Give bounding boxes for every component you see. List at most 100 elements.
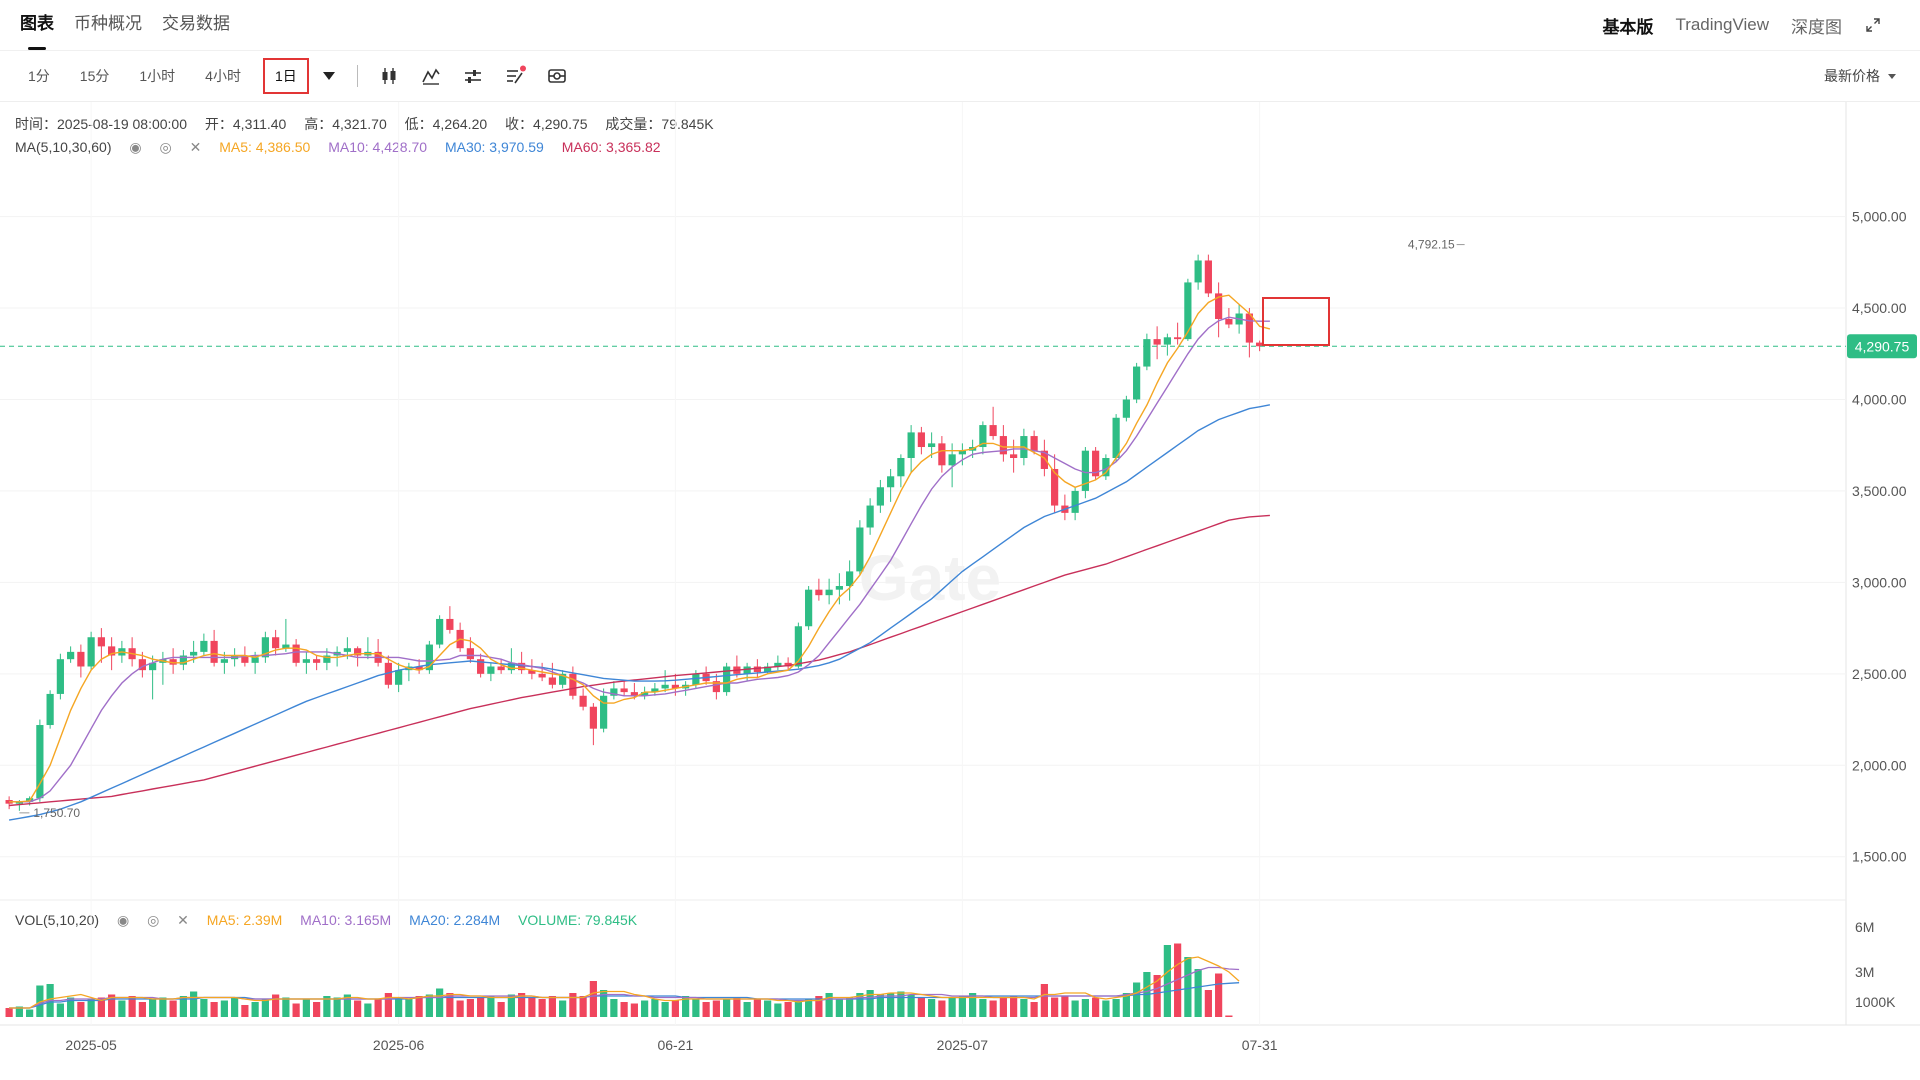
candle-body — [620, 688, 628, 693]
fullscreen-icon[interactable] — [1866, 18, 1880, 32]
candle-body — [1174, 337, 1182, 340]
volume-bar — [1061, 996, 1069, 1017]
candle-body — [200, 640, 208, 652]
candle-body — [220, 659, 228, 663]
candle-body — [661, 684, 669, 689]
volume-bar — [712, 1000, 720, 1017]
price-type-select[interactable]: 最新价格 — [1824, 51, 1896, 101]
candle-body — [138, 659, 146, 671]
volume-bar — [313, 1002, 321, 1017]
volume-bar — [36, 985, 44, 1017]
volume-bar — [415, 996, 423, 1017]
candle-body — [600, 695, 608, 729]
indicators-icon[interactable] — [420, 65, 442, 87]
interval-4h[interactable]: 4小时 — [205, 68, 241, 84]
volume-bar — [210, 1002, 218, 1017]
candle-body — [302, 659, 310, 663]
candle-body — [1071, 490, 1079, 513]
volume-bar — [825, 993, 833, 1017]
volume-bar — [897, 991, 905, 1017]
interval-1h[interactable]: 1小时 — [139, 68, 176, 84]
close-icon[interactable]: ✕ — [189, 139, 202, 155]
view-basic[interactable]: 基本版 — [1602, 17, 1654, 37]
candle-body — [794, 626, 802, 667]
volume-bar — [302, 999, 310, 1017]
candle-body — [1133, 366, 1141, 400]
price-tick-label: 1,500.00 — [1852, 849, 1907, 865]
candlestick-chart[interactable]: 5,000.00 4,500.00 4,000.00 3,500.00 3,000.00… — [0, 102, 1920, 1080]
interval-1m[interactable]: 1分 — [28, 68, 50, 84]
interval-15m[interactable]: 15分 — [79, 68, 110, 84]
candle-body — [569, 673, 577, 696]
candle-body — [825, 589, 833, 596]
candle-body — [1143, 339, 1151, 367]
price-type-label: 最新价格 — [1824, 68, 1880, 84]
candle-body — [723, 666, 731, 693]
candle-body — [1102, 458, 1110, 477]
ma60-line — [9, 514, 1270, 807]
volume-bar — [1051, 997, 1059, 1017]
candle-body — [425, 644, 433, 671]
price-tick-label: 4,500.00 — [1852, 300, 1907, 316]
drawing-tools-icon[interactable] — [504, 65, 526, 87]
volume-bar — [723, 999, 731, 1017]
settings-icon[interactable]: ◎ — [159, 139, 172, 155]
volume-bar — [56, 1003, 64, 1017]
interval-1d[interactable]: 1日 — [262, 58, 309, 94]
settings-icon[interactable]: ◎ — [147, 912, 160, 928]
candle-body — [1163, 337, 1171, 345]
volume-bar — [948, 997, 956, 1017]
ohlc-open: 开：4,311.40 — [204, 116, 287, 132]
volume-bar — [641, 1000, 649, 1017]
price-tick-label: 2,000.00 — [1852, 757, 1907, 773]
candle-body — [610, 688, 618, 696]
volume-bar — [630, 1003, 638, 1017]
candle-body — [67, 651, 75, 660]
volume-tick-label: 6M — [1855, 919, 1874, 935]
tab-coin-overview[interactable]: 币种概况 — [74, 14, 142, 33]
candle-body — [774, 662, 782, 667]
vol-ma20-value: MA20: 2.284M — [409, 912, 501, 928]
volume-bar — [77, 1002, 85, 1017]
volume-bar — [282, 997, 290, 1017]
close-icon[interactable]: ✕ — [177, 912, 189, 928]
tab-chart[interactable]: 图表 — [20, 0, 54, 50]
more-intervals-dropdown-icon[interactable] — [322, 72, 335, 80]
eye-icon[interactable]: ◉ — [129, 139, 142, 155]
candle-body — [579, 695, 587, 707]
volume-bar — [1163, 945, 1171, 1017]
volume-bar — [784, 1002, 792, 1017]
settings-sliders-icon[interactable] — [462, 65, 484, 87]
candle-body — [538, 673, 546, 678]
volume-tick-label: 1000K — [1855, 994, 1896, 1010]
ohlc-low: 低：4,264.20 — [404, 116, 488, 132]
volume-bar — [1133, 982, 1141, 1017]
volume-bar — [272, 994, 280, 1017]
price-tick-label: 3,000.00 — [1852, 574, 1907, 590]
volume-bar — [374, 999, 382, 1017]
candle-body — [190, 651, 198, 656]
view-depth-chart[interactable]: 深度图 — [1791, 17, 1842, 37]
candle-body — [241, 655, 249, 663]
candle-body — [251, 657, 259, 663]
volume-bar — [610, 999, 618, 1017]
volume-bar — [15, 1006, 23, 1017]
volume-bar — [5, 1008, 13, 1017]
candle-body — [446, 618, 454, 630]
vol-ma10-value: MA10: 3.165M — [300, 912, 392, 928]
candle-body — [354, 648, 362, 656]
candle-body — [692, 673, 700, 685]
camera-snapshot-icon[interactable] — [546, 65, 568, 87]
eye-icon[interactable]: ◉ — [116, 912, 130, 928]
volume-bar — [466, 999, 474, 1017]
volume-bar — [364, 1003, 372, 1017]
ma10-line — [9, 316, 1270, 803]
candle-body — [589, 706, 597, 729]
tab-trade-data[interactable]: 交易数据 — [162, 14, 230, 33]
view-tradingview[interactable]: TradingView — [1675, 15, 1769, 34]
volume-bar — [753, 999, 761, 1017]
ma30-line — [8, 404, 1271, 821]
volume-bar — [384, 993, 392, 1017]
candlestick-type-icon[interactable] — [378, 65, 400, 87]
volume-bar — [743, 1002, 751, 1017]
